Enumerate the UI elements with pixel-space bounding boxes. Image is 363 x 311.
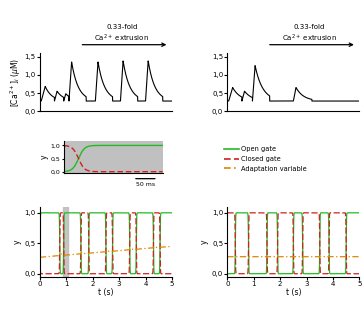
Bar	[63, 207, 69, 277]
Text: 0.33-fold
Ca$^{2+}$ extrusion: 0.33-fold Ca$^{2+}$ extrusion	[282, 24, 337, 44]
X-axis label: t (s): t (s)	[286, 288, 301, 297]
Y-axis label: y: y	[40, 155, 49, 160]
Y-axis label: [Ca$^{2+}$]$_i$ ($\mu$M): [Ca$^{2+}$]$_i$ ($\mu$M)	[9, 58, 23, 107]
Y-axis label: y: y	[13, 239, 22, 244]
Y-axis label: y: y	[200, 239, 209, 244]
Legend: Open gate, Closed gate, Adaptation variable: Open gate, Closed gate, Adaptation varia…	[224, 146, 307, 172]
X-axis label: t (s): t (s)	[98, 288, 114, 297]
Text: 0.33-fold
Ca$^{2+}$ extrusion: 0.33-fold Ca$^{2+}$ extrusion	[94, 24, 149, 44]
Text: 50 ms: 50 ms	[136, 183, 155, 188]
